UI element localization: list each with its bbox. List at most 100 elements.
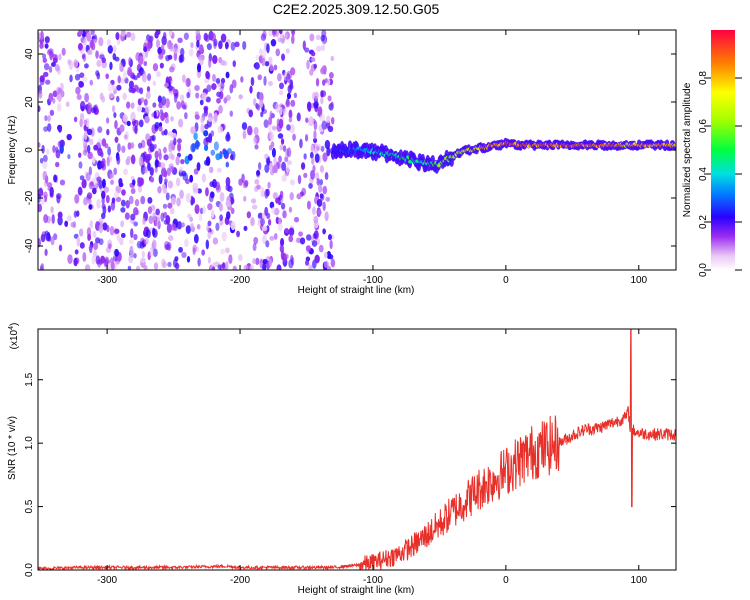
noise-cell xyxy=(151,239,157,250)
noise-cell xyxy=(130,111,136,122)
noise-cell xyxy=(193,168,199,175)
noise-cell xyxy=(101,178,106,189)
noise-cell xyxy=(263,75,267,86)
noise-cell xyxy=(132,207,139,216)
noise-cell xyxy=(250,76,255,86)
noise-cell xyxy=(252,243,257,252)
noise-cell xyxy=(215,222,220,231)
noise-cell xyxy=(133,233,138,241)
noise-cell xyxy=(242,40,247,50)
colorbar-tick-label: 0.4 xyxy=(698,167,709,181)
colorbar-tick-label: 0.0 xyxy=(698,263,709,277)
noise-cell xyxy=(163,170,168,178)
noise-cell xyxy=(175,177,181,187)
noise-cell xyxy=(178,118,184,128)
noise-cell xyxy=(212,73,216,82)
snr-xtick-label: 0 xyxy=(503,575,509,586)
noise-cell xyxy=(42,170,48,181)
noise-cell xyxy=(277,37,282,43)
noise-cell xyxy=(47,114,51,122)
noise-cell xyxy=(186,255,191,263)
noise-cell xyxy=(162,261,167,269)
noise-cell xyxy=(165,214,171,225)
noise-cell xyxy=(217,264,222,270)
noise-cell xyxy=(138,177,144,187)
noise-cell xyxy=(269,133,275,141)
noise-cell xyxy=(180,159,185,165)
snr-xlabel: Height of straight line (km) xyxy=(298,585,415,596)
noise-cell xyxy=(190,222,194,229)
noise-cell xyxy=(52,145,56,153)
noise-cell xyxy=(259,258,263,269)
noise-cell xyxy=(273,232,278,240)
noise-cell xyxy=(160,162,166,169)
noise-cell xyxy=(40,263,45,270)
noise-cell xyxy=(200,123,205,134)
noise-cell xyxy=(74,73,81,81)
noise-cell xyxy=(197,62,202,73)
noise-cell xyxy=(313,120,318,131)
noise-cell xyxy=(271,125,277,131)
noise-cell xyxy=(203,108,209,117)
noise-cell xyxy=(310,51,316,57)
noise-cell xyxy=(267,218,272,226)
noise-cell xyxy=(55,149,61,159)
noise-cell xyxy=(176,197,181,207)
noise-cell xyxy=(67,215,72,222)
noise-cell xyxy=(234,41,240,48)
noise-cell xyxy=(288,235,294,243)
noise-cell xyxy=(254,179,260,185)
noise-cell xyxy=(264,163,270,173)
noise-cell xyxy=(117,143,121,153)
noise-cell xyxy=(326,250,332,259)
noise-cell xyxy=(143,98,148,106)
noise-cell xyxy=(305,256,311,262)
noise-cell xyxy=(278,106,283,116)
noise-cell xyxy=(229,84,234,94)
noise-cell xyxy=(152,80,156,86)
noise-cell xyxy=(308,182,313,189)
noise-cell xyxy=(72,221,77,229)
noise-cell xyxy=(101,190,106,200)
noise-cell xyxy=(82,252,87,262)
noise-cell xyxy=(179,189,184,200)
spectrogram-ytick-label: -40 xyxy=(24,238,35,253)
noise-cell xyxy=(210,149,216,156)
noise-cell xyxy=(123,134,128,140)
noise-cell xyxy=(138,119,144,128)
noise-cell xyxy=(58,125,62,133)
noise-cell xyxy=(253,236,259,245)
noise-cell xyxy=(79,100,86,111)
noise-cell xyxy=(312,164,316,173)
noise-cell xyxy=(120,232,126,239)
noise-cell xyxy=(277,73,282,82)
noise-cell xyxy=(330,55,335,62)
noise-cell xyxy=(252,136,257,145)
noise-cell xyxy=(276,264,282,270)
noise-cell xyxy=(327,95,332,102)
noise-cell xyxy=(87,233,92,241)
noise-cell xyxy=(273,164,278,174)
noise-cell xyxy=(269,235,275,241)
snr-xtick-label: -300 xyxy=(97,575,117,586)
noise-cell xyxy=(120,30,126,37)
snr-plot: -300 -200 -100 0 100 0.0 0.5 1.0 1.5 Height of s… xyxy=(7,323,677,596)
noise-cell xyxy=(166,241,172,252)
noise-cell xyxy=(292,133,296,141)
noise-cell xyxy=(152,248,158,258)
noise-cell xyxy=(128,56,132,67)
noise-cell xyxy=(157,186,162,194)
noise-cell xyxy=(289,192,294,201)
noise-cell xyxy=(217,125,224,134)
noise-cell xyxy=(168,235,174,242)
noise-cell xyxy=(147,73,152,81)
noise-cell xyxy=(207,220,212,227)
noise-cell xyxy=(39,157,44,164)
noise-cell xyxy=(177,37,183,44)
noise-cell xyxy=(324,211,329,222)
noise-cell xyxy=(209,166,214,174)
noise-cell xyxy=(153,262,159,270)
noise-cell xyxy=(254,62,260,70)
noise-cell xyxy=(225,161,230,168)
noise-cell xyxy=(39,76,45,86)
